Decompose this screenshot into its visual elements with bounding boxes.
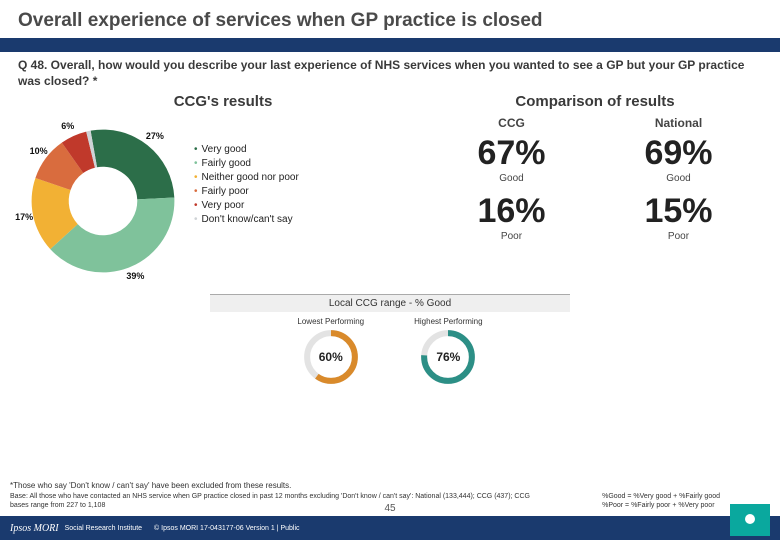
footer-brand: Ipsos MORI (10, 523, 59, 534)
ccg-poor-label: Poor (436, 231, 586, 242)
donut-label-fairly_poor: 10% (30, 146, 48, 156)
footer-brand-sub: Social Research Institute (65, 525, 142, 532)
donut-chart: 27% 39% 17% 10% 6% (18, 116, 188, 286)
page-title: Overall experience of services when GP p… (0, 0, 780, 38)
national-good-label: Good (603, 173, 753, 184)
legend-item-very_poor: • Very poor (194, 200, 299, 211)
range-pct: 60% (319, 350, 343, 364)
legend-item-fairly_poor: • Fairly poor (194, 186, 299, 197)
donut-legend: • Very good • Fairly good • Neither good nor … (194, 116, 299, 228)
legend-bullet-icon: • (194, 158, 198, 169)
legend-bullet-icon: • (194, 200, 198, 211)
legend-label: Neither good nor poor (202, 172, 299, 183)
ccg-good-label: Good (436, 173, 586, 184)
definitions-note: %Good = %Very good + %Fairly good %Poor … (602, 493, 720, 510)
header-divider (0, 38, 780, 52)
range-item: Highest Performing 76% (414, 318, 482, 384)
right-subheading: Comparison of results (428, 93, 762, 110)
legend-label: Fairly poor (202, 186, 249, 197)
legend-item-fairly_good: • Fairly good (194, 158, 299, 169)
range-pct: 76% (436, 350, 460, 364)
base-note: Base: All those who have contacted an NH… (10, 493, 530, 510)
range-block: Local CCG range - % Good Lowest Performi… (210, 294, 570, 384)
legend-label: Very good (202, 144, 247, 155)
legend-bullet-icon: • (194, 214, 198, 225)
footer-copyright: © Ipsos MORI 17-043177-06 Version 1 | Pu… (154, 525, 300, 532)
national-poor-label: Poor (603, 231, 753, 242)
range-title: Local CCG range - % Good (210, 294, 570, 312)
legend-bullet-icon: • (194, 144, 198, 155)
ccg-good-pct: 67% (436, 134, 586, 173)
comp-head-national: National (603, 116, 753, 130)
footer-bar: Ipsos MORI Social Research Institute © I… (0, 516, 780, 540)
comp-head-ccg: CCG (436, 116, 586, 130)
question-text: Q 48. Overall, how would you describe yo… (0, 52, 780, 93)
legend-bullet-icon: • (194, 172, 198, 183)
donut-area: 27% 39% 17% 10% 6% • Very good • Fairly good • Ne… (18, 116, 428, 286)
donut-label-neither: 17% (15, 212, 33, 222)
range-caption: Lowest Performing (297, 318, 364, 327)
ccg-poor-pct: 16% (436, 192, 586, 231)
legend-label: Fairly good (202, 158, 251, 169)
left-subheading: CCG's results (18, 93, 428, 110)
national-poor-pct: 15% (603, 192, 753, 231)
legend-bullet-icon: • (194, 186, 198, 197)
main-content: CCG's results 27%39%17%10%6% •Very good•… (0, 93, 780, 286)
range-ring: 60% (304, 330, 358, 384)
legend-item-neither: • Neither good nor poor (194, 172, 299, 183)
page-number: 45 (384, 503, 395, 514)
donut-label-fairly_good: 39% (126, 271, 144, 281)
legend-item-dont_know: • Don't know/can't say (194, 214, 299, 225)
poor-definition: %Poor = %Fairly poor + %Very poor (602, 502, 720, 510)
logo-icon (730, 504, 770, 536)
footnote: *Those who say 'Don't know / can't say' … (10, 481, 291, 490)
donut-label-very_poor: 6% (61, 121, 74, 131)
legend-label: Don't know/can't say (202, 214, 293, 225)
national-good-pct: 69% (603, 134, 753, 173)
donut-label-very_good: 27% (146, 131, 164, 141)
legend-label: Very poor (202, 200, 245, 211)
good-definition: %Good = %Very good + %Fairly good (602, 493, 720, 501)
range-caption: Highest Performing (414, 318, 482, 327)
range-item: Lowest Performing 60% (297, 318, 364, 384)
range-ring: 76% (421, 330, 475, 384)
legend-item-very_good: • Very good (194, 144, 299, 155)
